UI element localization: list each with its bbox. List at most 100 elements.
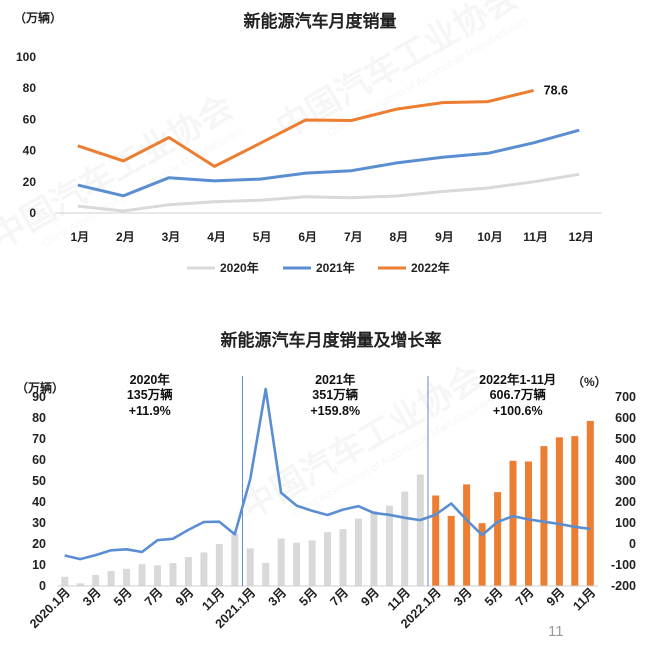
y-tick-label: 60	[23, 112, 37, 126]
sales-bar	[169, 563, 177, 586]
right-y-tick-label: 300	[615, 474, 636, 488]
x-tick-label: 5月	[297, 585, 321, 609]
growth-rate-line	[64, 387, 591, 561]
sales-bar	[324, 532, 331, 586]
data-label-2022-nov: 78.6	[544, 83, 568, 97]
right-y-tick-label: -200	[611, 579, 636, 593]
left-y-tick-label: 90	[32, 390, 46, 404]
monthly-sales-growth-combo-chart: 新能源汽车月度销量及增长率 （万辆） （%） 0 10 20 30 40 50 60 70 80 90 -…	[16, 330, 636, 631]
legend-label: 2021年	[316, 260, 355, 275]
left-axis-unit: （万辆）	[16, 380, 64, 395]
x-tick-label: 5月	[482, 585, 506, 609]
x-tick-label: 8月	[390, 230, 409, 244]
sales-bar	[246, 548, 254, 586]
left-y-tick-label: 40	[32, 495, 46, 509]
x-tick-label: 7月	[513, 585, 537, 609]
period-label: 2020年	[130, 372, 171, 387]
sales-bar	[123, 568, 131, 586]
sales-bar	[401, 491, 409, 586]
sales-bar	[184, 557, 192, 586]
x-tick-label: 3月	[80, 585, 104, 609]
x-tick-label: 7月	[344, 230, 363, 244]
sales-bar	[463, 484, 471, 586]
y-tick-label: 80	[23, 81, 37, 95]
sales-bar	[385, 505, 393, 586]
sales-bar	[138, 564, 146, 586]
x-tick-label: 1月	[70, 230, 89, 244]
x-tick-label: 5月	[253, 230, 272, 244]
right-y-tick-label: 0	[629, 537, 636, 551]
sales-bar	[154, 565, 161, 586]
y-tick-label: 100	[16, 50, 36, 64]
sales-bar	[509, 460, 517, 586]
x-tick-label: 11月	[570, 585, 598, 613]
x-tick-label: 7月	[142, 585, 166, 609]
left-y-tick-label: 30	[32, 516, 46, 530]
x-tick-label: 3月	[451, 585, 475, 609]
x-tick-label: 5月	[111, 585, 135, 609]
legend-label: 2022年	[411, 260, 450, 275]
x-tick-label: 9月	[173, 585, 197, 609]
period-growth: +159.8%	[310, 404, 360, 418]
x-tick-label: 3月	[266, 585, 290, 609]
sales-bar	[107, 570, 115, 586]
y-tick-label: 20	[23, 175, 37, 189]
sales-bar	[416, 474, 424, 586]
x-tick-label: 2月	[116, 230, 135, 244]
sales-bar	[262, 562, 270, 586]
right-y-tick-label: 700	[615, 390, 636, 404]
x-tick-label: 10月	[477, 230, 502, 244]
series-line-2022	[77, 88, 534, 168]
sales-bar	[215, 544, 223, 586]
sales-bar	[571, 436, 579, 586]
left-y-tick-label: 70	[32, 432, 46, 446]
x-tick-label: 6月	[298, 230, 317, 244]
sales-bar	[92, 574, 100, 586]
sales-bar	[540, 446, 548, 586]
period-label: 2022年1-11月	[479, 372, 556, 387]
period-growth: +100.6%	[493, 404, 543, 418]
x-tick-label: 2020.1月	[27, 585, 73, 631]
sales-bar	[231, 533, 239, 586]
right-y-tick-label: 600	[615, 411, 636, 425]
series-line-2020	[77, 172, 580, 213]
sales-bar	[494, 492, 502, 586]
right-axis-unit: （%）	[572, 374, 607, 389]
sales-bar	[525, 461, 532, 586]
period-total: 606.7万辆	[490, 387, 547, 402]
sales-bar	[432, 495, 440, 586]
page-number: 11	[548, 623, 564, 640]
sales-bar	[447, 515, 455, 586]
legend-label: 2020年	[220, 260, 259, 275]
sales-bar	[354, 518, 362, 586]
right-y-tick-label: 400	[615, 453, 636, 467]
sales-bar	[200, 552, 208, 586]
left-y-tick-label: 20	[32, 537, 46, 551]
right-y-tick-label: 500	[615, 432, 636, 446]
period-growth: +11.9%	[129, 404, 171, 418]
period-label: 2021年	[315, 372, 356, 387]
sales-bar	[76, 583, 84, 586]
period-total: 351万辆	[312, 387, 358, 402]
left-y-tick-label: 10	[32, 558, 46, 572]
chart-title: 新能源汽车月度销量	[244, 11, 397, 31]
y-tick-label: 0	[29, 206, 36, 220]
x-tick-label: 12月	[569, 230, 594, 244]
sales-bar	[478, 523, 486, 586]
x-tick-label: 11月	[523, 230, 548, 244]
left-y-tick-label: 60	[32, 453, 46, 467]
x-tick-label: 9月	[358, 585, 382, 609]
sales-bar	[586, 420, 594, 586]
monthly-sales-line-chart: 新能源汽车月度销量 （万辆） 0 20 40 60 80 100 1月 2月 3月 4月 5月 6月 7月 8…	[14, 10, 602, 275]
y-tick-label: 40	[23, 144, 37, 158]
left-y-tick-label: 50	[32, 474, 46, 488]
sales-bar	[339, 529, 347, 586]
right-y-tick-label: 200	[615, 495, 636, 509]
left-y-tick-label: 80	[32, 411, 46, 425]
x-tick-label: 3月	[162, 230, 181, 244]
sales-bar	[555, 437, 563, 586]
x-tick-label: 4月	[207, 230, 226, 244]
sales-bar	[308, 540, 316, 586]
sales-bar	[277, 538, 285, 586]
